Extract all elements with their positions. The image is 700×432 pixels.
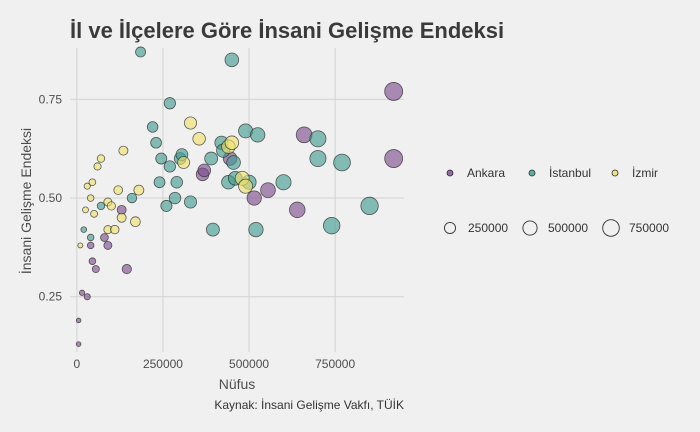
data-point: [106, 201, 116, 211]
data-point: [184, 116, 198, 130]
data-point: [170, 175, 183, 189]
data-point: [160, 199, 173, 212]
data-point: [360, 196, 379, 216]
data-point: [246, 190, 262, 206]
data-point: [238, 178, 254, 194]
size-legend-item: 500000: [522, 220, 588, 236]
data-point: [82, 206, 89, 214]
data-point: [93, 162, 102, 171]
data-point: [192, 132, 206, 146]
data-point: [163, 160, 176, 173]
data-point: [197, 163, 212, 178]
data-point: [333, 153, 351, 172]
data-point: [248, 221, 264, 238]
data-point: [77, 242, 84, 249]
data-point: [113, 185, 124, 195]
data-point: [155, 152, 168, 165]
data-point: [90, 209, 98, 218]
x-tick-label: 750000: [315, 357, 355, 371]
data-point: [260, 182, 276, 198]
data-point: [135, 46, 147, 58]
data-point: [205, 222, 220, 237]
y-axis-label: İnsani Gelişme Endeksi: [17, 128, 34, 274]
size-legend-swatch: [443, 221, 457, 235]
data-point: [103, 240, 113, 250]
data-point: [118, 145, 129, 156]
size-legend-item: 250000: [443, 221, 508, 235]
data-point: [384, 82, 404, 101]
data-point: [88, 257, 97, 265]
x-tick-label: 0: [74, 357, 81, 371]
data-point: [96, 154, 106, 163]
data-point: [177, 156, 191, 169]
y-tick-label: 0.50: [39, 191, 63, 205]
legend-label: İzmir: [632, 166, 658, 180]
data-point: [126, 192, 138, 204]
data-point: [146, 121, 159, 133]
data-point: [309, 130, 327, 148]
data-point: [163, 97, 176, 110]
data-point: [86, 233, 95, 242]
data-point: [121, 264, 132, 275]
size-legend-item: 750000: [602, 219, 669, 237]
data-point: [309, 150, 327, 168]
data-point: [96, 201, 106, 211]
data-point: [75, 341, 82, 347]
size-legend-swatch: [602, 219, 620, 237]
data-point: [289, 201, 306, 219]
size-legend: 250000 500000 750000: [443, 219, 669, 237]
data-point: [83, 293, 91, 301]
legend-swatch: [528, 169, 536, 177]
legend-swatch: [611, 169, 619, 177]
legend-label: Ankara: [467, 166, 505, 180]
legend-swatch: [446, 169, 454, 177]
axis-ticks: 0 250000 500000 750000 0.25 0.50 0.75: [39, 92, 356, 371]
data-point: [204, 151, 219, 166]
data-point: [88, 178, 97, 187]
legend-item: İstanbul: [528, 166, 591, 180]
x-axis-label: Nüfus: [219, 376, 256, 392]
legend-label: İstanbul: [549, 166, 591, 180]
data-point: [86, 241, 95, 250]
color-legend: Ankara İstanbul İzmir: [446, 166, 658, 180]
data-point: [323, 217, 341, 235]
size-legend-label: 500000: [548, 221, 588, 235]
data-point: [78, 289, 86, 296]
chart-title: İl ve İlçelere Göre İnsani Gelişme Endek…: [70, 18, 504, 43]
data-point: [75, 317, 82, 324]
data-point: [116, 212, 127, 223]
legend-item: Ankara: [446, 166, 505, 180]
data-point: [153, 176, 166, 189]
size-legend-label: 750000: [629, 221, 669, 235]
data-point: [91, 265, 100, 274]
data-point: [168, 191, 182, 205]
data-point: [275, 174, 292, 191]
data-point: [110, 224, 120, 235]
legend-item: İzmir: [611, 166, 658, 180]
data-points: [75, 46, 404, 347]
chart-caption: Kaynak: İnsani Gelişme Vakfı, TÜİK: [214, 398, 404, 412]
grid-lines: [70, 48, 404, 352]
y-tick-label: 0.75: [39, 92, 63, 106]
size-legend-swatch: [522, 220, 538, 236]
x-tick-label: 250000: [143, 357, 183, 371]
data-point: [80, 226, 88, 233]
data-point: [224, 52, 240, 68]
data-point: [384, 149, 404, 168]
data-point: [86, 194, 95, 202]
size-legend-label: 250000: [468, 221, 508, 235]
data-point: [184, 195, 198, 209]
y-tick-label: 0.25: [39, 290, 63, 304]
x-tick-label: 500000: [229, 357, 269, 371]
data-point: [133, 184, 145, 196]
data-point: [250, 127, 266, 143]
data-point: [83, 182, 91, 190]
data-point: [150, 136, 162, 149]
data-point: [226, 155, 241, 170]
data-point: [224, 135, 240, 150]
data-point: [130, 216, 141, 228]
data-point: [100, 233, 109, 242]
